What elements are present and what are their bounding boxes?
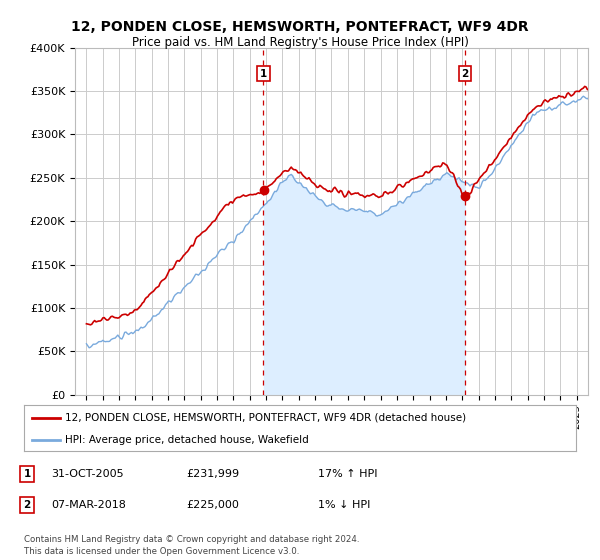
Text: £231,999: £231,999: [186, 469, 239, 479]
Text: Contains HM Land Registry data © Crown copyright and database right 2024.
This d: Contains HM Land Registry data © Crown c…: [24, 535, 359, 556]
Text: 1% ↓ HPI: 1% ↓ HPI: [318, 500, 370, 510]
Text: 2: 2: [461, 69, 469, 78]
Text: 1: 1: [23, 469, 31, 479]
Text: Price paid vs. HM Land Registry's House Price Index (HPI): Price paid vs. HM Land Registry's House …: [131, 36, 469, 49]
Text: 17% ↑ HPI: 17% ↑ HPI: [318, 469, 377, 479]
Text: 07-MAR-2018: 07-MAR-2018: [51, 500, 126, 510]
Text: HPI: Average price, detached house, Wakefield: HPI: Average price, detached house, Wake…: [65, 435, 309, 445]
Text: 12, PONDEN CLOSE, HEMSWORTH, PONTEFRACT, WF9 4DR: 12, PONDEN CLOSE, HEMSWORTH, PONTEFRACT,…: [71, 20, 529, 34]
Text: 1: 1: [260, 69, 267, 78]
Text: £225,000: £225,000: [186, 500, 239, 510]
Text: 12, PONDEN CLOSE, HEMSWORTH, PONTEFRACT, WF9 4DR (detached house): 12, PONDEN CLOSE, HEMSWORTH, PONTEFRACT,…: [65, 413, 467, 423]
Text: 31-OCT-2005: 31-OCT-2005: [51, 469, 124, 479]
Text: 2: 2: [23, 500, 31, 510]
